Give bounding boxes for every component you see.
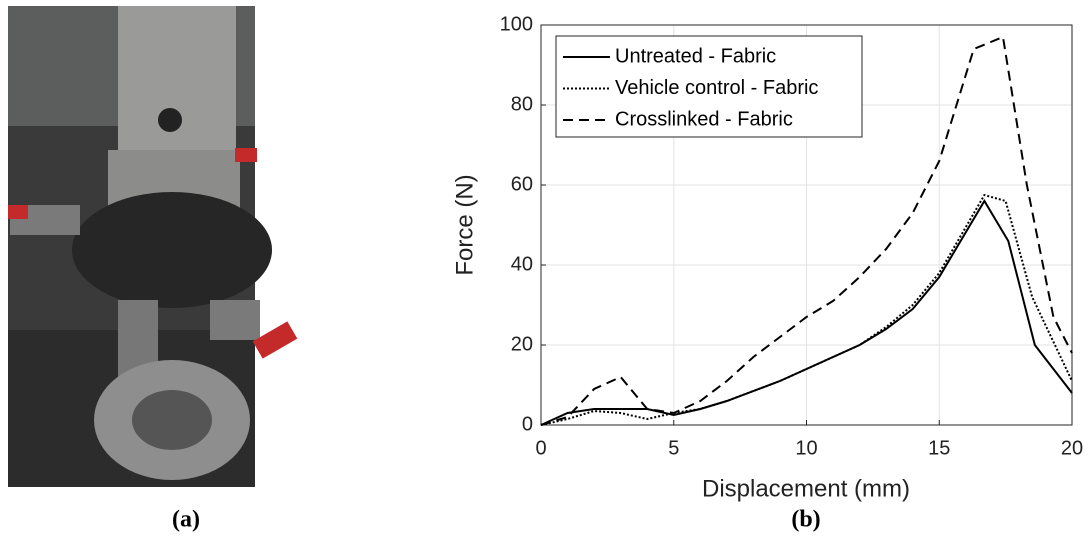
legend-label: Crosslinked - Fabric (615, 108, 793, 130)
x-tick-label: 0 (535, 437, 546, 459)
x-tick-label: 15 (928, 437, 950, 459)
photo (8, 6, 297, 487)
y-tick-label: 80 (511, 93, 533, 115)
y-axis-label: Force (N) (451, 174, 478, 275)
y-tick-label: 100 (500, 13, 533, 35)
panel-label: (b) (791, 507, 820, 533)
x-tick-label: 10 (795, 437, 817, 459)
y-tick-label: 60 (511, 173, 533, 195)
y-tick-label: 20 (511, 333, 533, 355)
panel-label: (a) (172, 507, 200, 533)
legend-label: Vehicle control - Fabric (615, 77, 818, 99)
x-tick-label: 5 (668, 437, 679, 459)
x-tick-label: 20 (1061, 437, 1083, 459)
legend-label: Untreated - Fabric (615, 45, 776, 67)
y-tick-label: 0 (522, 413, 533, 435)
x-axis-label: Displacement (mm) (702, 475, 910, 502)
figure: (a) (b) Displacement (mm) Force (N) 0 20 4… (0, 0, 1091, 542)
y-tick-label: 40 (511, 253, 533, 275)
